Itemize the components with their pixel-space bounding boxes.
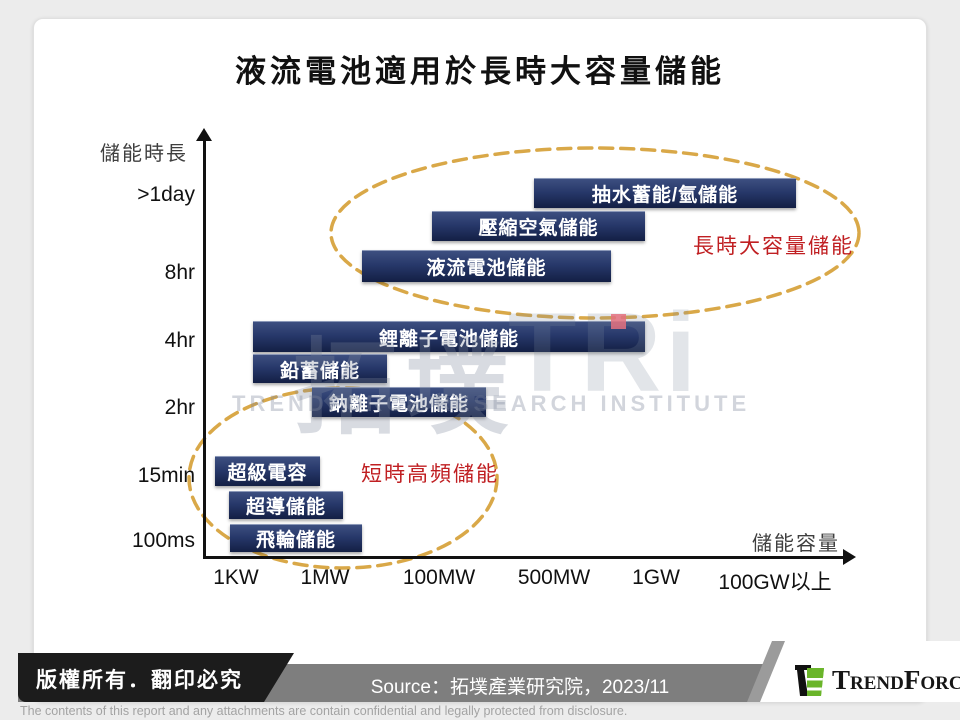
trendforce-logo-text: TrendForce — [832, 665, 960, 695]
footer-copyright-banner: 版權所有．翻印必究 — [18, 653, 294, 702]
content-card — [33, 18, 927, 702]
y-axis-title: 儲能時長 — [100, 143, 188, 165]
y-tick-8hr: 8hr — [164, 261, 195, 284]
annotation-long-duration: 長時大容量儲能 — [693, 235, 854, 258]
y-tick-1day: >1day — [137, 183, 195, 206]
x-axis-line — [203, 556, 845, 559]
bar-superconducting: 超導儲能 — [229, 491, 343, 519]
x-tick-500mw: 500MW — [517, 566, 591, 589]
watermark-pink-dot-icon — [611, 314, 626, 329]
y-axis-arrow-icon — [196, 128, 212, 141]
bar-flow-battery: 液流電池儲能 — [362, 250, 611, 282]
bar-sodium-ion: 鈉離子電池儲能 — [312, 387, 486, 417]
x-tick-100gw: 100GW以上 — [718, 571, 832, 594]
x-axis-title: 儲能容量 — [752, 533, 840, 555]
trendforce-plate: TrendForce — [760, 641, 960, 702]
trendforce-logo-mark-icon — [795, 665, 825, 696]
bar-flywheel: 飛輪儲能 — [230, 524, 362, 552]
y-tick-2hr: 2hr — [164, 396, 195, 419]
footer-source-text: Source：拓墣產業研究院，2023/11 — [370, 677, 670, 698]
x-tick-1gw: 1GW — [632, 566, 680, 589]
bar-compressed-air: 壓縮空氣儲能 — [432, 211, 645, 241]
y-axis-line — [203, 138, 206, 558]
x-axis-arrow-icon — [843, 549, 856, 565]
footer-disclaimer: The contents of this report and any atta… — [20, 704, 628, 718]
trendforce-logo: TrendForce — [795, 665, 960, 696]
page-title: 液流電池適用於長時大容量儲能 — [235, 54, 725, 89]
annotation-short-duration: 短時高頻儲能 — [361, 463, 499, 486]
bar-lead-acid: 鉛蓄儲能 — [253, 354, 387, 383]
y-tick-15min: 15min — [137, 464, 195, 487]
y-tick-4hr: 4hr — [164, 329, 195, 352]
x-tick-100mw: 100MW — [402, 566, 476, 589]
bar-supercapacitor: 超級電容 — [215, 456, 320, 486]
bar-pumped-hydro-hydrogen: 抽水蓄能/氫儲能 — [534, 178, 796, 208]
footer-copyright-text: 版權所有．翻印必究 — [36, 669, 243, 692]
x-tick-1kw: 1KW — [213, 566, 259, 589]
y-tick-100ms: 100ms — [131, 529, 195, 552]
bar-lithium-ion: 鋰離子電池儲能 — [253, 321, 645, 352]
x-tick-1mw: 1MW — [300, 566, 350, 589]
